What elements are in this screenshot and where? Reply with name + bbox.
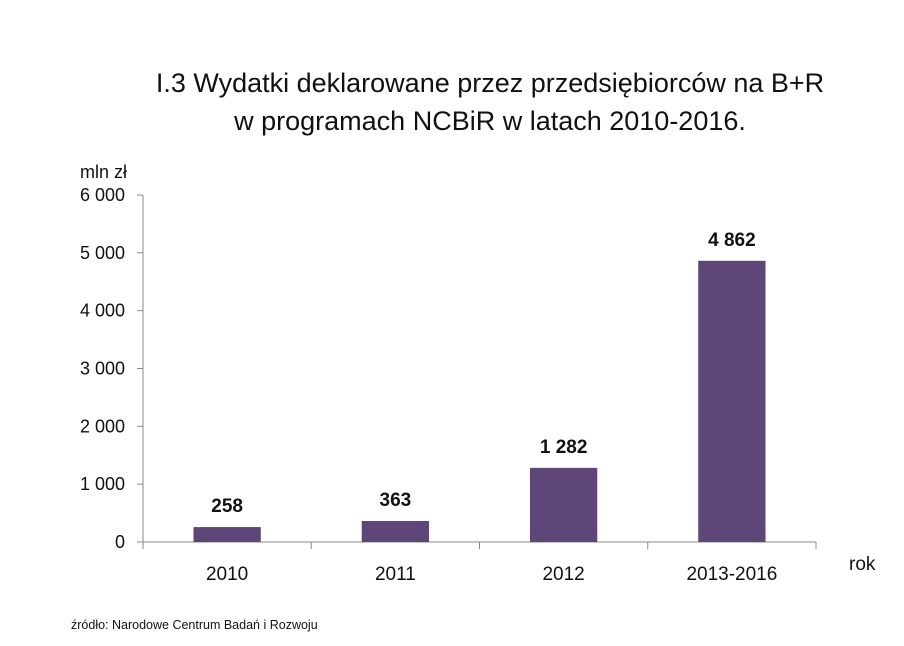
y-tick-label: 1 000 xyxy=(80,474,125,494)
x-axis-label: rok xyxy=(849,554,876,575)
bar-value-label: 1 282 xyxy=(540,437,588,458)
bar xyxy=(361,521,430,542)
y-axis-label: mln zł xyxy=(80,162,127,182)
x-tick-label: 2013-2016 xyxy=(686,564,777,585)
axes: 0 1 000 2 000 3 000 4 000 5 000 6 000 2010 2011 2… xyxy=(80,185,817,585)
y-tick-label: 4 000 xyxy=(80,301,125,321)
y-tick-label: 5 000 xyxy=(80,243,125,263)
bar xyxy=(529,467,598,542)
bar-value-label: 4 862 xyxy=(708,230,756,251)
bar-value-label: 258 xyxy=(211,496,243,517)
y-tick-label: 6 000 xyxy=(80,185,125,205)
x-tick-label: 2011 xyxy=(375,564,416,585)
bar-value-label: 363 xyxy=(380,490,412,511)
bar xyxy=(698,260,766,542)
x-tick-label: 2010 xyxy=(206,564,248,585)
y-tick-label: 3 000 xyxy=(80,359,125,379)
bar xyxy=(193,527,261,542)
bars: 258 363 1 282 4 862 xyxy=(193,230,766,542)
y-tick-label: 2 000 xyxy=(80,416,125,436)
x-tick-label: 2012 xyxy=(542,564,584,585)
source-note: źródło: Narodowe Centrum Badań i Rozwoju xyxy=(71,618,318,632)
y-tick-label: 0 xyxy=(115,532,125,552)
chart-title-line-2: w programach NCBiR w latach 2010-2016. xyxy=(234,106,746,136)
chart-title-line-1: I.3 Wydatki deklarowane przez przedsiębi… xyxy=(155,68,825,98)
chart-title: I.3 Wydatki deklarowane przez przedsiębi… xyxy=(90,64,890,140)
